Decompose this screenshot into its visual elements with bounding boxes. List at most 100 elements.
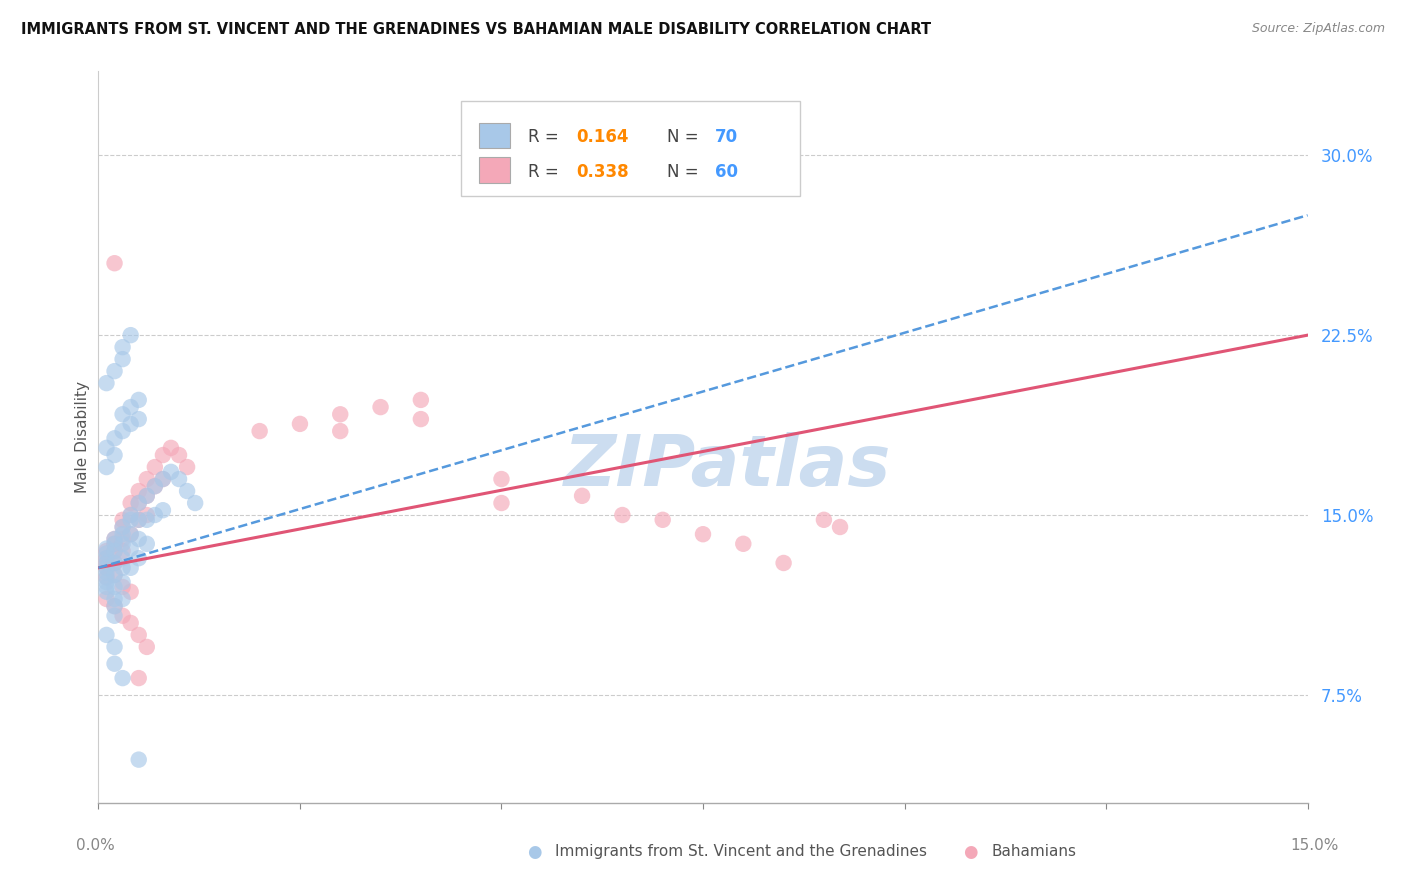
Point (111, 551, 134, 566)
Text: ●: ● (527, 843, 541, 861)
Point (733, 537, 755, 551)
Point (772, 556, 794, 570)
Point (96, 546, 118, 560)
Point (167, 472, 190, 486)
Point (111, 352, 134, 367)
Point (143, 479, 166, 493)
Point (152, 472, 174, 486)
Point (128, 412, 150, 426)
Text: ZIPatlas: ZIPatlas (564, 432, 891, 500)
Text: 0.164: 0.164 (576, 128, 628, 146)
Point (103, 537, 125, 551)
Point (813, 513, 835, 527)
Point (409, 392, 432, 407)
Point (143, 479, 166, 493)
Point (135, 489, 157, 503)
Point (96, 575, 118, 590)
Point (111, 532, 134, 546)
Text: R =: R = (527, 162, 564, 180)
Point (111, 340, 134, 354)
Point (249, 424, 271, 438)
Point (103, 591, 125, 606)
Point (111, 575, 134, 590)
Point (103, 599, 125, 614)
Point (96, 566, 118, 580)
Point (120, 541, 142, 556)
Point (176, 460, 198, 475)
Bar (479, 122, 509, 148)
Point (571, 489, 593, 503)
Text: 15.0%: 15.0% (1291, 838, 1339, 854)
Point (103, 608, 125, 623)
Point (103, 532, 125, 546)
Text: ●: ● (963, 843, 977, 861)
Point (135, 513, 157, 527)
Point (135, 640, 157, 654)
Point (96, 561, 118, 575)
Point (103, 544, 125, 558)
Point (288, 417, 311, 431)
Point (128, 532, 150, 546)
Point (96, 584, 118, 599)
Point (120, 561, 142, 575)
Point (103, 568, 125, 582)
Point (103, 556, 125, 570)
Point (120, 615, 142, 630)
Point (103, 364, 125, 378)
Point (96, 441, 118, 455)
Point (135, 472, 157, 486)
Point (111, 537, 134, 551)
Point (612, 508, 634, 522)
Point (103, 532, 125, 546)
Point (135, 489, 157, 503)
Point (491, 496, 513, 510)
Point (96, 556, 118, 570)
Point (103, 640, 125, 654)
Point (120, 508, 142, 522)
Point (103, 599, 125, 614)
Point (96, 580, 118, 594)
Point (120, 400, 142, 414)
Point (96, 591, 118, 606)
Point (128, 671, 150, 685)
Point (370, 400, 392, 414)
Point (96, 544, 118, 558)
Point (111, 520, 134, 534)
Point (120, 527, 142, 541)
Point (111, 591, 134, 606)
Point (128, 513, 150, 527)
Point (692, 527, 714, 541)
Point (329, 407, 352, 421)
Bar (479, 157, 509, 183)
Point (96, 628, 118, 642)
Text: 70: 70 (716, 128, 738, 146)
Point (828, 520, 851, 534)
Point (111, 407, 134, 421)
Point (152, 472, 174, 486)
Point (128, 551, 150, 566)
Point (491, 472, 513, 486)
Point (152, 448, 174, 462)
Point (120, 496, 142, 510)
Point (128, 513, 150, 527)
Text: N =: N = (666, 128, 703, 146)
Point (96, 460, 118, 475)
Point (128, 496, 150, 510)
FancyBboxPatch shape (461, 101, 800, 195)
Point (103, 256, 125, 270)
Text: N =: N = (666, 162, 703, 180)
Point (651, 513, 673, 527)
Point (103, 657, 125, 671)
Point (111, 513, 134, 527)
Point (111, 580, 134, 594)
Point (167, 448, 190, 462)
Point (152, 503, 174, 517)
Point (120, 584, 142, 599)
Y-axis label: Male Disability: Male Disability (75, 381, 90, 493)
Point (96, 570, 118, 584)
Point (103, 448, 125, 462)
Point (160, 465, 183, 479)
Text: R =: R = (527, 128, 564, 146)
Point (143, 508, 166, 522)
Point (96, 570, 118, 584)
